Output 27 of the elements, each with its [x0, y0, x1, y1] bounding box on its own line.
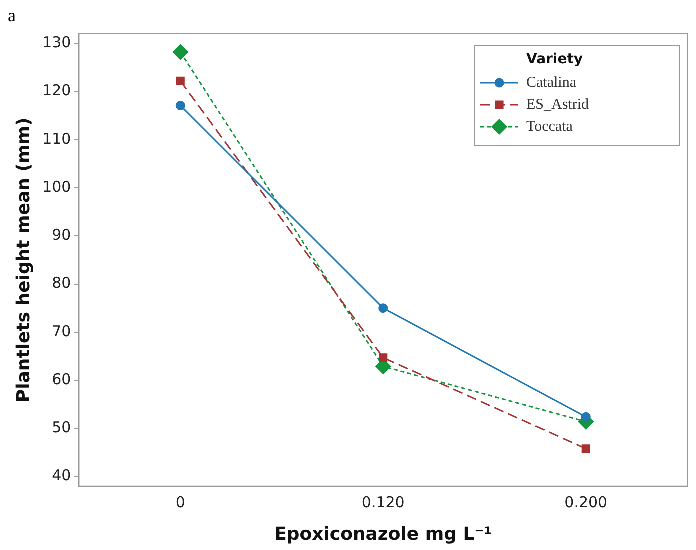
point	[581, 412, 591, 422]
point	[582, 444, 590, 454]
legend-label: Toccata	[526, 118, 574, 135]
y-tick-label: 110	[42, 130, 72, 148]
x-tick-label: 0.200	[564, 493, 608, 512]
y-tick-label: 100	[42, 178, 72, 196]
point	[379, 354, 388, 362]
y-tick-label: 70	[52, 322, 72, 340]
point	[176, 76, 185, 86]
x-tick-label: 0.120	[362, 493, 405, 512]
y-tick-label: 50	[52, 418, 72, 437]
legend-label: ES_Astrid	[526, 96, 590, 113]
x-tick-label: 0	[176, 493, 186, 512]
y-tick-label: 90	[52, 226, 72, 244]
point	[176, 100, 186, 110]
y-tick-label: 130	[42, 34, 72, 52]
y-tick-label: 40	[52, 466, 72, 485]
legend-title: Variety	[526, 52, 584, 68]
legend-label: Catalina	[526, 74, 577, 91]
y-tick-label: 120	[42, 82, 72, 100]
text: a	[8, 6, 16, 26]
x-axis-title: Epoxiconazole mg L⁻¹	[274, 524, 492, 545]
y-axis-title: Plantlets height mean (mm)	[13, 118, 34, 403]
y-tick-label: 80	[52, 274, 72, 292]
point	[378, 304, 388, 314]
y-tick-label: 60	[52, 370, 72, 388]
point	[172, 44, 188, 60]
